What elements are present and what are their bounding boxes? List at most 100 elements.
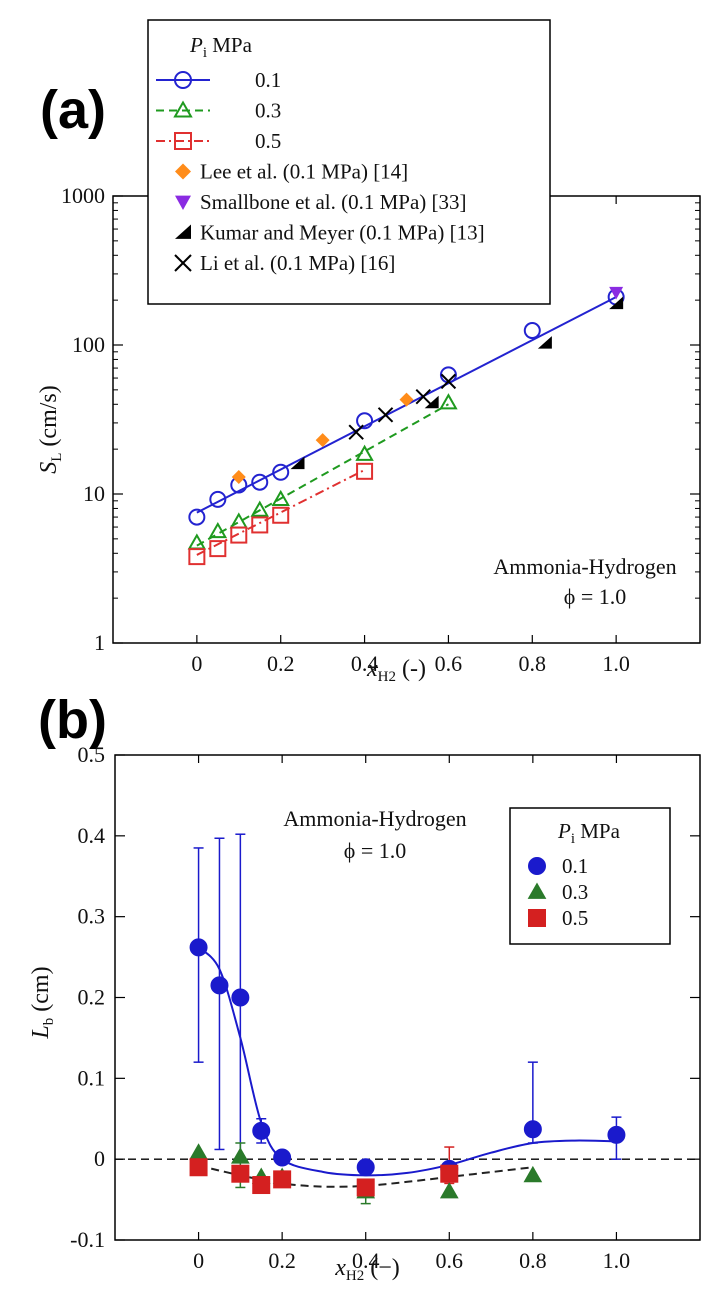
legend-entry: Li et al. (0.1 MPa) [16] [200,251,395,275]
legend-box-a [147,19,551,305]
y-tick-label-b: 0.3 [78,904,106,929]
data-point-a [440,373,457,390]
fit-line-0.3 [196,403,449,547]
legend-marker [175,224,191,239]
data-point-a [188,508,206,526]
data-point-a [272,463,290,481]
y-tick-label-a: 10 [83,481,105,506]
data-point-b [273,1170,292,1189]
data-point-b [356,1158,375,1177]
data-point-b [273,1148,292,1167]
x-tick-label-a: 0.6 [435,651,463,676]
legend-marker [175,163,191,180]
data-point-a [609,286,624,300]
label-rest: (-) [396,656,426,682]
data-point-a [348,424,364,440]
data-point-a [231,470,246,485]
legend-entry: 0.3 [562,880,588,904]
data-point-b [252,1176,271,1195]
data-point-b [231,1164,250,1183]
panel-b: (b) 0 0.2 0.4 0.6 0.8 1.0 -0.1 0 0.1 0.2 0.3 0.4 0.5 x… [28,690,701,1284]
label-subscript: H2 [346,1268,364,1284]
data-point-a [377,407,394,423]
annotation-title-a: Ammonia-Hydrogen [493,554,676,579]
data-point-b [231,988,250,1007]
label-symbol: P [189,33,203,57]
data-point-a [229,512,249,529]
data-point-a [272,506,290,524]
data-point-a [230,526,248,544]
label-subscript: i [571,831,575,847]
x-tick-label-a: 0 [191,651,202,676]
x-tick-label-b: 0.4 [352,1248,380,1273]
data-point-b [189,1143,208,1160]
panel-a: (a) 0 0.2 0.4 0.6 0.8 1.0 1 10 100 1000 xH2 (-) SL (… [36,19,701,685]
y-tick-label-b: 0.5 [78,742,106,767]
label-rest: (cm/s) [36,385,62,452]
label-symbol: x [334,1255,346,1281]
label-subscript: H2 [378,669,396,685]
y-tick-label-b: 0 [94,1146,105,1171]
data-point-b [230,1147,250,1164]
data-point-b [607,1125,626,1144]
data-point-a [209,490,227,508]
data-point-a [537,336,552,349]
legend-title-b: Pi MPa [557,819,621,847]
data-point-b [439,1181,459,1199]
label-symbol: P [557,819,571,843]
data-point-b [189,938,208,957]
label-subscript: b [41,1018,57,1026]
data-point-a [355,444,374,461]
panel-label-a: (a) [40,80,106,140]
x-axis-title-b: xH2 (−) [334,1255,400,1284]
y-tick-label-b: 0.2 [78,985,106,1010]
label-symbol: x [366,656,378,682]
legend-marker [173,100,193,118]
legend-marker [527,882,547,899]
data-point-a [424,395,439,409]
data-point-a [439,393,458,410]
data-point-a [208,522,228,539]
annotation-phi-a: ϕ = 1.0 [564,584,627,609]
data-point-a [290,456,305,470]
data-point-a [251,516,269,534]
legend-marker [528,857,546,875]
label-symbol: S [36,462,62,474]
y-tick-label-a: 1 [94,630,105,655]
data-point-a [315,433,330,448]
y-axis-title-b: Lb (cm) [28,966,57,1039]
y-tick-label-a: 100 [72,332,105,357]
y-tick-label-a: 1000 [61,183,105,208]
x-tick-label-b: 1.0 [603,1248,631,1273]
data-point-a [356,462,374,480]
label-rest: (−) [364,1255,400,1281]
legend-marker [174,132,192,150]
data-point-a [250,500,269,517]
data-point-a [271,489,290,507]
label-subscript: i [203,45,207,61]
legend-b: Pi MPa 0.10.30.5 [509,807,671,945]
y-tick-label-b: 0.1 [78,1065,106,1090]
label-rest: MPa [207,33,253,57]
x-tick-label-a: 0.8 [519,651,547,676]
x-axis-title-a: xH2 (-) [366,656,426,685]
data-point-a [523,322,541,340]
x-tick-label-b: 0 [193,1248,204,1273]
panel-label-b: (b) [38,690,107,750]
data-point-b [210,976,229,995]
x-tick-label-a: 0.2 [267,651,295,676]
y-tick-label-b: 0.4 [78,823,106,848]
data-point-a [399,392,414,407]
legend-entry: 0.5 [255,129,281,153]
legend-entry: 0.5 [562,906,588,930]
data-point-a [251,473,269,491]
legend-title-a: Pi MPa [189,33,253,61]
legend-entry: Lee et al. (0.1 MPa) [14] [200,160,408,184]
legend-entry: Smallbone et al. (0.1 MPa) [33] [200,190,467,214]
x-tick-label-b: 0.2 [268,1248,296,1273]
x-tick-label-b: 0.8 [519,1248,547,1273]
data-point-a [415,388,431,405]
legend-marker [175,195,191,210]
